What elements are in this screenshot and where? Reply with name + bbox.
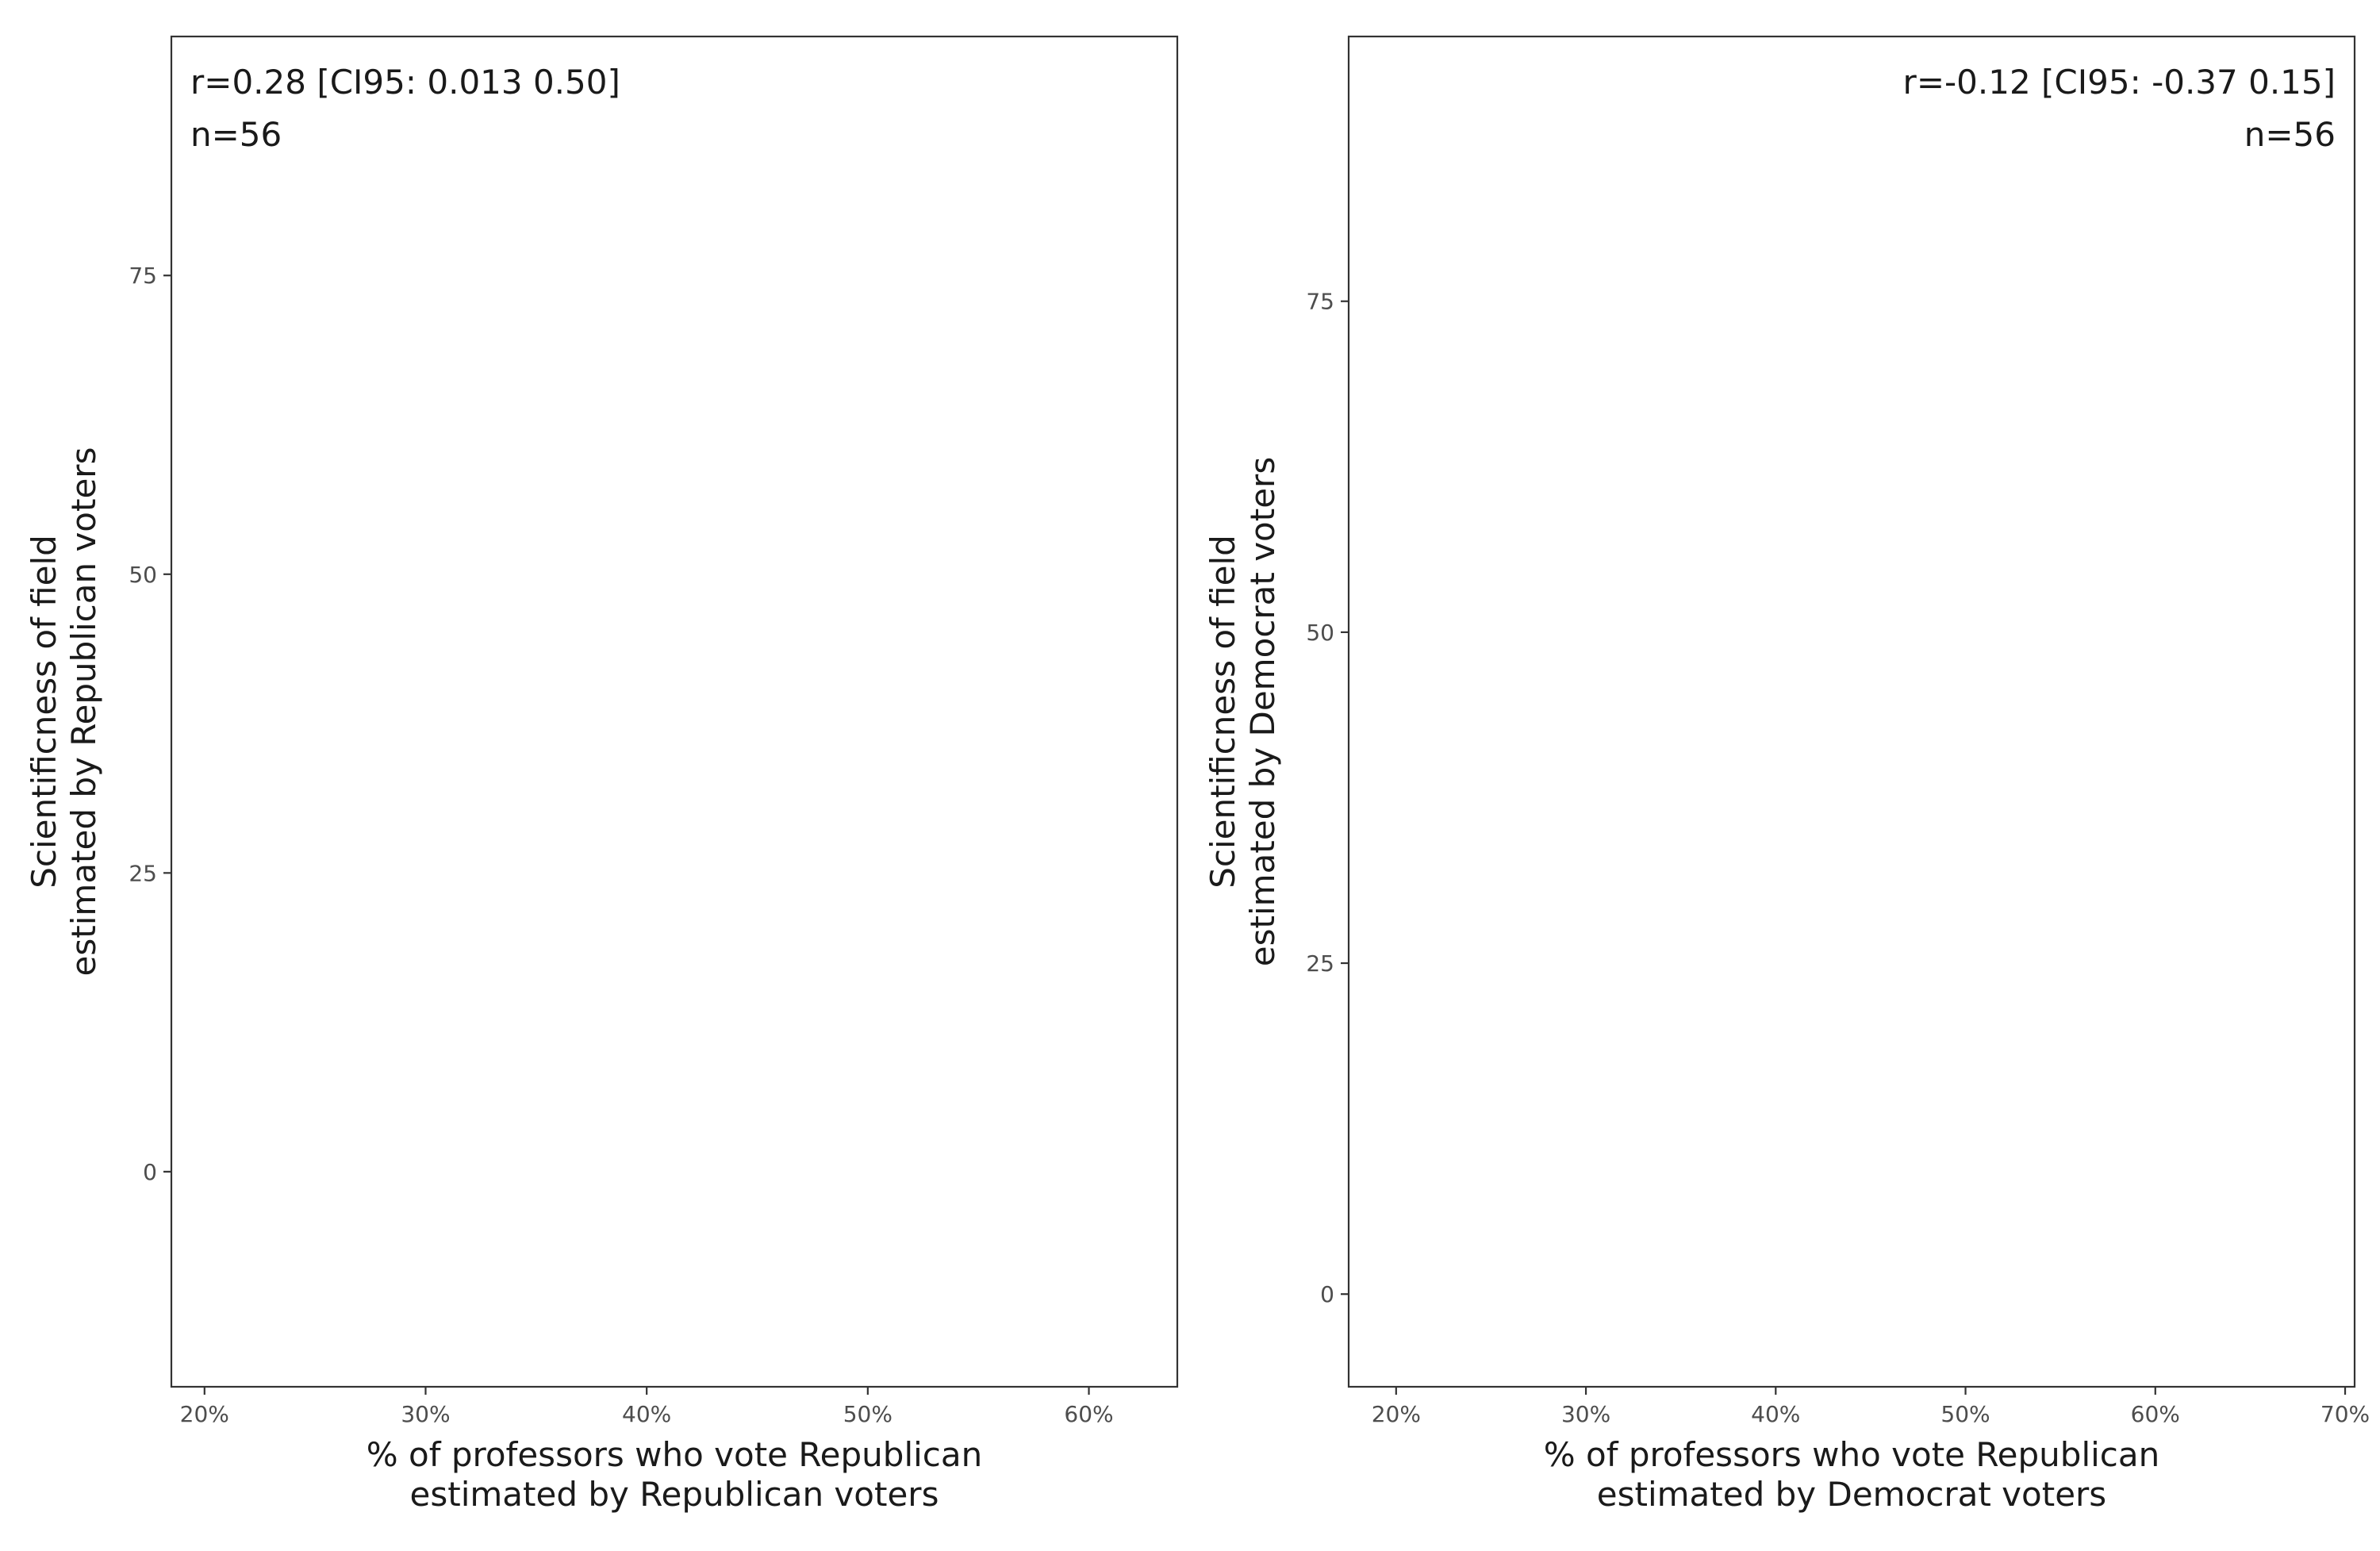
x-tick-label: 40% [1751, 1401, 1800, 1427]
x-axis-title: % of professors who vote Republican estim… [367, 1435, 982, 1514]
correlation-annotation: r=-0.12 [CI95: -0.37 0.15] [1903, 63, 2336, 102]
y-tick-label: 50 [1306, 620, 1334, 646]
y-axis-title: Scientificness of fieldestimated by Demo… [1203, 457, 1282, 966]
x-axis-title: % of professors who vote Republican estim… [1544, 1435, 2159, 1514]
x-tick-label: 50% [1940, 1401, 1990, 1427]
x-axis: 20% 30% 40% 50% 60% [180, 1387, 1114, 1427]
y-tick-label: 75 [129, 263, 157, 289]
y-tick-label: 25 [129, 860, 157, 886]
x-tick-label: 60% [1064, 1401, 1113, 1427]
x-tick-label: 40% [622, 1401, 671, 1427]
x-axis: 20% 30% 40% 50% 60% 70% [1372, 1387, 2370, 1427]
x-tick-label: 20% [180, 1401, 229, 1427]
x-tick-label: 30% [1561, 1401, 1610, 1427]
x-tick-label: 50% [843, 1401, 892, 1427]
y-axis: 0 25 50 75 [129, 263, 171, 1185]
y-tick-label: 0 [1320, 1281, 1334, 1307]
left-panel: PhysicsGeneticsHealth And Medical Scienc… [25, 35, 1179, 1514]
x-tick-label: 60% [2131, 1401, 2180, 1427]
sample-size-annotation: n=56 [190, 115, 282, 154]
correlation-annotation: r=0.28 [CI95: 0.013 0.50] [190, 63, 620, 102]
y-tick-label: 25 [1306, 950, 1334, 977]
y-tick-label: 50 [129, 562, 157, 588]
x-tick-label: 30% [401, 1401, 450, 1427]
sample-size-annotation: n=56 [2244, 115, 2336, 154]
panel-border [170, 35, 1179, 1388]
y-axis-title: Scientificness of fieldestimated by Repu… [25, 447, 103, 977]
x-tick-label: 70% [2320, 1401, 2370, 1427]
y-axis: 0 25 50 75 [1306, 289, 1349, 1307]
y-tick-label: 75 [1306, 289, 1334, 315]
y-tick-label: 0 [143, 1159, 157, 1185]
right-panel: ChemistryPhysicsHealth And Medical Scien… [1203, 35, 2370, 1514]
x-tick-label: 20% [1372, 1401, 1421, 1427]
panel-border [1347, 35, 2356, 1388]
